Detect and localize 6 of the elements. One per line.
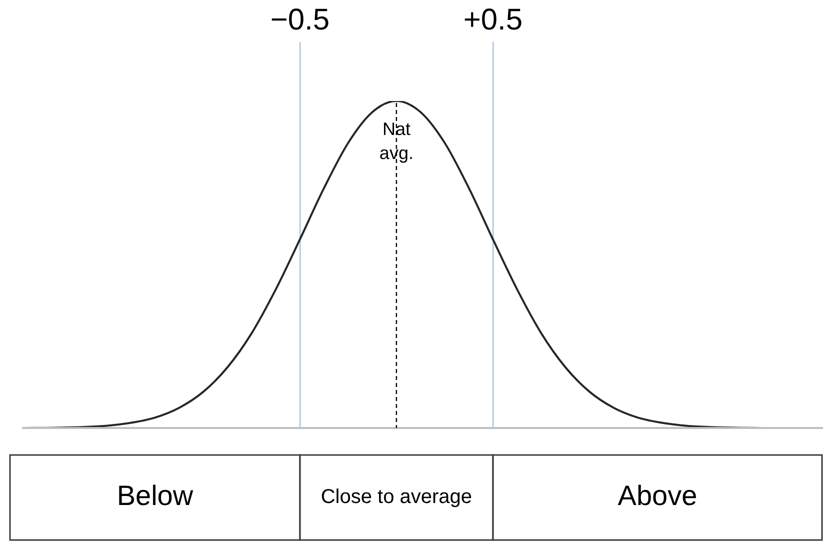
text: Close to average bbox=[320, 486, 472, 508]
ref-line-label: Nat avg. bbox=[379, 118, 414, 163]
x-tick-label: +0.5 bbox=[463, 3, 523, 36]
x-tick-label: −0.5 bbox=[270, 3, 330, 36]
text: Above bbox=[618, 480, 698, 512]
text: Below bbox=[116, 480, 194, 512]
